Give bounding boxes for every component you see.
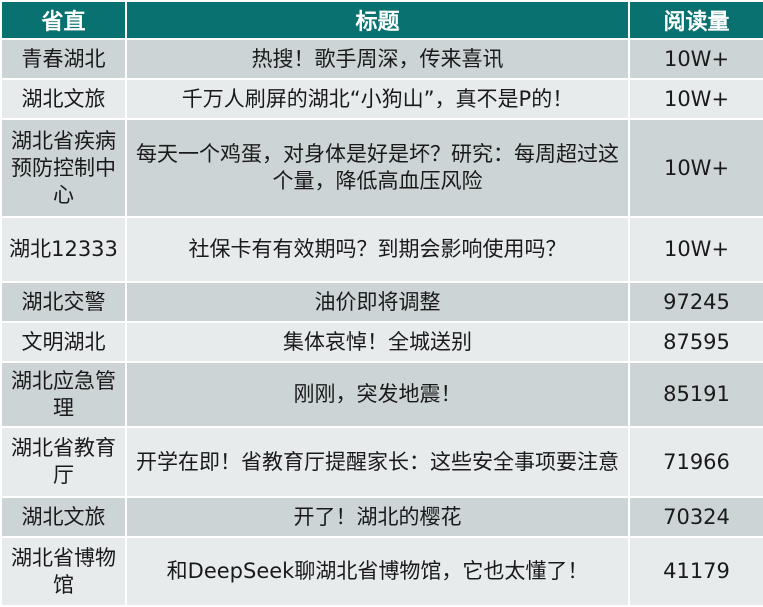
source-cell: 湖北省教育厅	[0, 426, 127, 498]
reads-cell: 71966	[628, 426, 763, 498]
title-cell: 社保卡有有效期吗？到期会影响使用吗？	[125, 216, 630, 283]
source-cell: 湖北省博物馆	[0, 536, 127, 607]
title-cell: 和DeepSeek聊湖北省博物馆，它也太懂了！	[125, 536, 630, 607]
title-cell: 集体哀悼！全城送别	[125, 321, 630, 363]
header-source: 省直	[0, 0, 127, 40]
title-cell: 开了！湖北的樱花	[125, 496, 630, 538]
title-cell: 热搜！歌手周深，传来喜讯	[125, 38, 630, 80]
reads-cell: 97245	[628, 281, 763, 323]
source-cell: 湖北12333	[0, 216, 127, 283]
table-row: 湖北应急管理 刚刚，突发地震！ 85191	[0, 361, 763, 428]
table-row: 湖北12333 社保卡有有效期吗？到期会影响使用吗？ 10W+	[0, 216, 763, 283]
table-row: 湖北交警 油价即将调整 97245	[0, 281, 763, 323]
table-row: 青春湖北 热搜！歌手周深，传来喜讯 10W+	[0, 38, 763, 80]
header-title: 标题	[125, 0, 630, 40]
title-cell: 每天一个鸡蛋，对身体是好是坏？研究：每周超过这个量，降低高血压风险	[125, 118, 630, 218]
reads-cell: 85191	[628, 361, 763, 428]
table-row: 湖北省博物馆 和DeepSeek聊湖北省博物馆，它也太懂了！ 41179	[0, 536, 763, 607]
source-cell: 文明湖北	[0, 321, 127, 363]
source-cell: 湖北应急管理	[0, 361, 127, 428]
header-reads: 阅读量	[628, 0, 763, 40]
reads-cell: 10W+	[628, 38, 763, 80]
reads-cell: 10W+	[628, 78, 763, 120]
reads-cell: 70324	[628, 496, 763, 538]
title-cell: 开学在即！省教育厅提醒家长：这些安全事项要注意	[125, 426, 630, 498]
table-row: 湖北文旅 开了！湖北的樱花 70324	[0, 496, 763, 538]
source-cell: 湖北文旅	[0, 78, 127, 120]
source-cell: 湖北文旅	[0, 496, 127, 538]
table-row: 文明湖北 集体哀悼！全城送别 87595	[0, 321, 763, 363]
reads-cell: 41179	[628, 536, 763, 607]
reads-cell: 10W+	[628, 216, 763, 283]
table-row: 湖北省疾病预防控制中心 每天一个鸡蛋，对身体是好是坏？研究：每周超过这个量，降低…	[0, 118, 763, 218]
source-cell: 青春湖北	[0, 38, 127, 80]
table-row: 湖北省教育厅 开学在即！省教育厅提醒家长：这些安全事项要注意 71966	[0, 426, 763, 498]
title-cell: 刚刚，突发地震！	[125, 361, 630, 428]
title-cell: 油价即将调整	[125, 281, 630, 323]
source-cell: 湖北省疾病预防控制中心	[0, 118, 127, 218]
header-row: 省直 标题 阅读量	[0, 0, 763, 40]
source-cell: 湖北交警	[0, 281, 127, 323]
reads-cell: 10W+	[628, 118, 763, 218]
title-cell: 千万人刷屏的湖北“小狗山”，真不是P的！	[125, 78, 630, 120]
table-row: 湖北文旅 千万人刷屏的湖北“小狗山”，真不是P的！ 10W+	[0, 78, 763, 120]
reads-cell: 87595	[628, 321, 763, 363]
